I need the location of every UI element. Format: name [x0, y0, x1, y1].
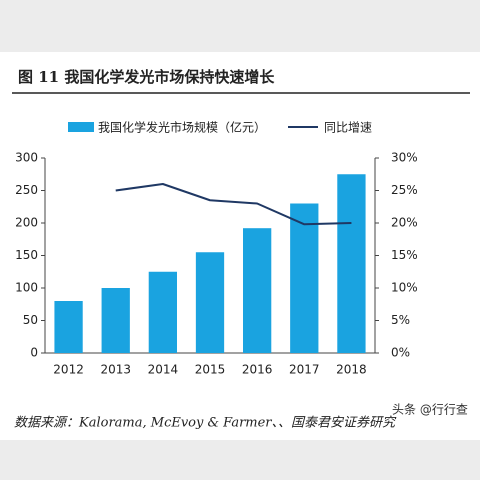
x-tick-label: 2016: [242, 363, 273, 377]
x-tick-label: 2013: [100, 363, 131, 377]
bottom-band: [0, 440, 480, 480]
y2-tick-label: 10%: [391, 281, 418, 295]
bar: [290, 203, 319, 353]
y2-tick-label: 15%: [391, 248, 418, 262]
bar: [148, 271, 177, 353]
x-tick-label: 2012: [53, 363, 84, 377]
y-tick-label: 200: [15, 216, 38, 230]
line: [115, 183, 352, 226]
y-tick-label: 0: [30, 346, 38, 360]
y2-tick-label: 20%: [391, 216, 418, 230]
y-tick-label: 300: [15, 151, 38, 165]
watermark: 头条 @行行查: [392, 403, 468, 417]
legend-label: 我国化学发光市场规模（亿元）: [98, 120, 266, 135]
bar: [101, 288, 130, 353]
y2-tick-label: 25%: [391, 183, 418, 197]
legend-label: 同比增速: [324, 121, 372, 135]
y2-tick-label: 0%: [391, 346, 410, 360]
y-tick-label: 150: [15, 248, 38, 262]
x-tick-label: 2014: [148, 363, 179, 377]
legend-swatch: [68, 122, 94, 132]
bar: [54, 301, 83, 353]
bar: [337, 174, 366, 353]
x-tick-label: 2018: [336, 363, 367, 377]
bar: [243, 228, 272, 353]
top-band: [0, 0, 480, 52]
y2-tick-label: 5%: [391, 313, 410, 327]
x-tick-label: 2017: [289, 363, 320, 377]
bar: [195, 252, 225, 353]
y2-tick-label: 30%: [391, 151, 418, 165]
source-note: 数据来源：Kalorama, McEvoy & Farmer、、国泰君安证券研究: [14, 415, 397, 431]
y-tick-label: 100: [15, 281, 38, 295]
x-tick-label: 2015: [195, 363, 226, 377]
y-tick-label: 50: [23, 313, 38, 327]
chart-title: 图 11 我国化学发光市场保持快速增长: [18, 68, 275, 86]
y-tick-label: 250: [15, 183, 38, 197]
